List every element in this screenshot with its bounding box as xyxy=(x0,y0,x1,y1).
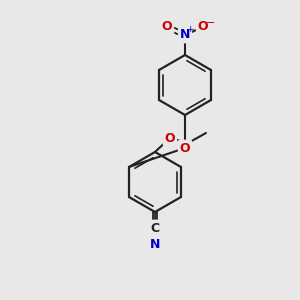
Text: N: N xyxy=(180,28,190,41)
Text: O: O xyxy=(162,20,172,34)
Text: +: + xyxy=(186,25,194,34)
Text: −: − xyxy=(206,18,216,28)
Text: O: O xyxy=(165,131,175,145)
Text: C: C xyxy=(150,221,160,235)
Text: O: O xyxy=(198,20,208,34)
Text: N: N xyxy=(150,238,160,250)
Text: O: O xyxy=(180,142,190,154)
